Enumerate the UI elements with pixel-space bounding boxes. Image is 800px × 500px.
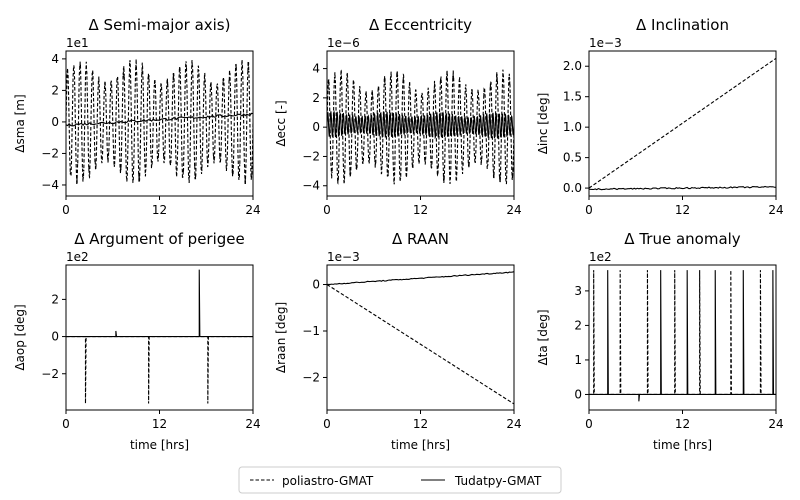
y-axis-label-inc: Δinc [deg] xyxy=(536,93,550,155)
title-sma: Δ Semi-major axis) xyxy=(89,16,231,34)
y-tick-label-ecc-2: 0 xyxy=(312,120,320,134)
y-tick-label-sma-0: −4 xyxy=(41,178,59,192)
axes-frame-ta xyxy=(588,264,777,411)
axes-frame-inc xyxy=(588,50,777,197)
legend-label-poliastro: poliastro-GMAT xyxy=(282,474,374,488)
x-tick-label-aop-2: 24 xyxy=(245,417,260,431)
y-tick-label-raan-0: −2 xyxy=(302,370,320,384)
y-tick-label-ta-0: 0 xyxy=(574,387,582,401)
y-tick-label-ecc-4: 4 xyxy=(312,62,320,76)
x-tick-label-ta-2: 24 xyxy=(768,417,783,431)
series-ecc-tudatpy xyxy=(327,109,514,140)
x-tick-label-ecc-1: 12 xyxy=(413,203,428,217)
subplot-raan: 0 12 24 −2 −1 0 Δ RAAN 1e−3 Δraan [deg] time [hrs… xyxy=(274,230,522,452)
offset-text-sma: 1e1 xyxy=(66,36,89,50)
title-ta: Δ True anomaly xyxy=(624,230,741,248)
x-tick-label-ecc-0: 0 xyxy=(323,203,331,217)
plot-area-ta xyxy=(589,270,776,402)
series-aop-tudatpy xyxy=(66,269,253,338)
series-inc-tudatpy xyxy=(589,185,776,191)
y-tick-label-aop-2: 2 xyxy=(51,292,59,306)
plot-area-ecc xyxy=(327,69,514,185)
y-tick-label-ta-1: 1 xyxy=(574,353,582,367)
subplot-inc: 0 12 24 0.0 0.5 1.0 1.5 2.0 Δ Inclination 1e−3 Δin… xyxy=(536,16,784,217)
x-tick-label-sma-2: 24 xyxy=(245,203,260,217)
y-tick-label-ta-2: 2 xyxy=(574,318,582,332)
legend-label-tudatpy: Tudatpy-GMAT xyxy=(454,474,542,488)
x-tick-label-aop-0: 0 xyxy=(62,417,70,431)
x-tick-label-ta-0: 0 xyxy=(585,417,593,431)
x-tick-label-inc-2: 24 xyxy=(768,203,783,217)
x-tick-label-raan-2: 24 xyxy=(506,417,521,431)
series-raan-tudatpy xyxy=(327,271,514,286)
plot-area-raan xyxy=(327,271,514,405)
y-tick-label-inc-0: 0.0 xyxy=(563,181,582,195)
axes-frame-aop xyxy=(65,264,254,411)
y-tick-label-inc-4: 2.0 xyxy=(563,59,582,73)
legend-frame xyxy=(238,466,562,494)
title-ecc: Δ Eccentricity xyxy=(369,16,472,34)
offset-text-inc: 1e−3 xyxy=(589,36,622,50)
y-tick-label-raan-2: 0 xyxy=(312,278,320,292)
offset-text-ta: 1e2 xyxy=(589,250,612,264)
series-aop-poliastro xyxy=(66,336,253,404)
y-tick-label-sma-4: 4 xyxy=(51,52,59,66)
series-inc-poliastro xyxy=(589,57,776,189)
subplot-aop: 0 12 24 −2 0 2 Δ Argument of perigee 1e2 Δaop [d… xyxy=(13,230,261,452)
y-tick-label-ecc-0: −4 xyxy=(302,179,320,193)
series-ta-tudatpy xyxy=(589,270,776,402)
plot-area-inc xyxy=(589,57,776,191)
y-tick-label-inc-2: 1.0 xyxy=(563,120,582,134)
y-tick-label-inc-1: 0.5 xyxy=(563,151,582,165)
x-tick-label-raan-0: 0 xyxy=(323,417,331,431)
x-tick-label-ecc-2: 24 xyxy=(506,203,521,217)
series-raan-poliastro xyxy=(327,284,514,405)
y-tick-label-ta-3: 3 xyxy=(574,284,582,298)
x-axis-label-ta: time [hrs] xyxy=(653,438,712,452)
offset-text-raan: 1e−3 xyxy=(327,250,360,264)
x-tick-label-sma-0: 0 xyxy=(62,203,70,217)
offset-text-ecc: 1e−6 xyxy=(327,36,360,50)
title-aop: Δ Argument of perigee xyxy=(74,230,245,248)
series-sma-poliastro xyxy=(66,59,253,185)
plot-area-sma xyxy=(66,59,253,185)
x-tick-label-inc-1: 12 xyxy=(675,203,690,217)
x-axis-label-aop: time [hrs] xyxy=(130,438,189,452)
y-tick-label-ecc-3: 2 xyxy=(312,91,320,105)
plot-area-aop xyxy=(66,269,253,404)
x-tick-label-aop-1: 12 xyxy=(152,417,167,431)
x-tick-label-sma-1: 12 xyxy=(152,203,167,217)
y-tick-label-raan-1: −1 xyxy=(302,324,320,338)
y-tick-label-sma-3: 2 xyxy=(51,83,59,97)
offset-text-aop: 1e2 xyxy=(66,250,89,264)
y-axis-label-ecc: Δecc [-] xyxy=(274,100,288,146)
title-inc: Δ Inclination xyxy=(636,16,729,34)
x-tick-label-raan-1: 12 xyxy=(413,417,428,431)
x-tick-label-ta-1: 12 xyxy=(675,417,690,431)
y-axis-label-sma: Δsma [m] xyxy=(13,94,27,152)
y-axis-label-ta: Δta [deg] xyxy=(536,309,550,365)
y-axis-label-raan: Δraan [deg] xyxy=(274,302,288,373)
axes-frame-raan xyxy=(326,264,515,411)
series-sma-tudatpy xyxy=(66,112,253,127)
title-raan: Δ RAAN xyxy=(392,230,449,248)
legend: poliastro-GMAT Tudatpy-GMAT xyxy=(238,466,562,494)
y-tick-label-aop-0: −2 xyxy=(41,367,59,381)
y-tick-label-ecc-1: −2 xyxy=(302,149,320,163)
y-axis-label-aop: Δaop [deg] xyxy=(13,304,27,370)
y-tick-label-sma-2: 0 xyxy=(51,115,59,129)
y-tick-label-sma-1: −2 xyxy=(41,146,59,160)
x-tick-label-inc-0: 0 xyxy=(585,203,593,217)
y-tick-label-aop-1: 0 xyxy=(51,330,59,344)
series-ta-poliastro xyxy=(589,270,776,396)
y-tick-label-inc-3: 1.5 xyxy=(563,90,582,104)
x-axis-label-raan: time [hrs] xyxy=(391,438,450,452)
